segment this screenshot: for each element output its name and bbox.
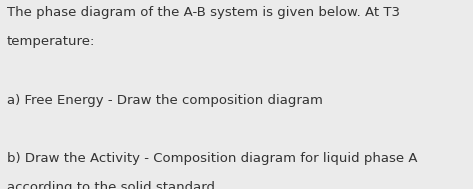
Text: according to the solid standard.: according to the solid standard. [7, 181, 219, 189]
Text: The phase diagram of the A-B system is given below. At T3: The phase diagram of the A-B system is g… [7, 6, 400, 19]
Text: a) Free Energy - Draw the composition diagram: a) Free Energy - Draw the composition di… [7, 94, 323, 107]
Text: temperature:: temperature: [7, 35, 96, 48]
Text: b) Draw the Activity - Composition diagram for liquid phase A: b) Draw the Activity - Composition diagr… [7, 152, 418, 165]
